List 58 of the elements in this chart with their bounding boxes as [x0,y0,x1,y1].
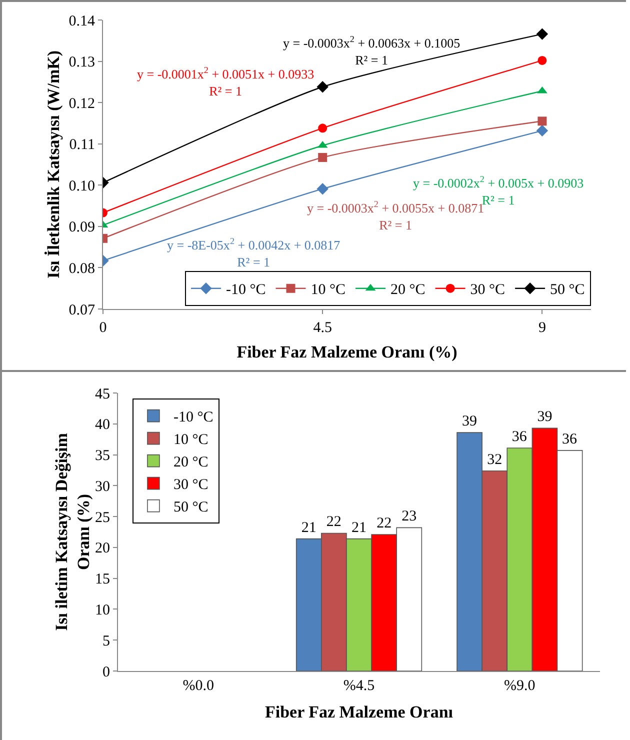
y-tick-label: 0.13 [68,54,95,71]
annotation: y = -8E-05x$^{2}$ + 0.0042x + 0.0817 R² = 1 [167,236,341,270]
legend-label: 30 °C [173,477,208,494]
data-label: 22 [326,514,342,530]
y-tick-label: 15 [95,572,110,588]
point [316,183,328,195]
point [316,81,328,93]
y-tick-label: 0 [102,664,110,680]
annotation: y = -0.0001x$^{2}$ + 0.0051x + 0.0933 R² = 1 [137,65,314,98]
y-tick-label: 20 [95,540,110,557]
annotation: y = -0.0003x$^{2}$ + 0.0063x + 0.1005 R² = 1 [283,34,460,68]
x-tick-label: 4.5 [313,320,332,336]
data-label: 23 [402,508,417,525]
y-tick-label: 40 [95,417,110,434]
point [538,116,547,126]
data-label: 36 [562,431,578,448]
legend-label: 30 °C [470,282,506,298]
y-tick-label: 0.14 [68,13,96,30]
legend-label: -10 °C [226,282,266,298]
data-label: 39 [537,409,552,426]
y-tick-label: 0.09 [68,220,95,236]
legend-label: 50 °C [550,282,585,298]
point [536,124,548,136]
y-tick-label: 0.11 [69,137,95,154]
data-label: 21 [301,520,316,536]
x-tick-label: %0.0 [182,678,214,694]
point [536,28,548,40]
legend-label: -10 °C [173,410,214,426]
legend-label: 20 °C [173,454,208,471]
y-tick-label: 35 [95,448,110,464]
y-tick-label: 10 [95,602,110,618]
x-axis-title: Fiber Faz Malzeme Oranı (%) [236,342,458,362]
point [318,124,328,133]
x-tick-label: %4.5 [343,678,375,694]
y-tick-label: 45 [95,386,110,402]
y-tick-label: 0.08 [68,260,95,277]
y-tick-label: 0.12 [68,96,95,112]
legend-label: 50 °C [173,500,208,516]
y-tick-label: 5 [102,633,110,650]
data-label: 21 [352,520,366,536]
x-axis-title: Fiber Faz Malzeme Oranı [264,702,454,722]
y-tick-label: 0.10 [68,178,95,194]
data-label: 36 [512,428,528,445]
y-axis-title: Isı İletkenlik Katsayısı (W/mK) [44,50,63,279]
point [538,56,547,65]
data-label: 39 [462,414,478,430]
point [318,152,328,162]
x-tick-label: 9 [538,320,546,336]
y-tick-label: 30 [95,478,110,495]
legend-label: 10 °C [173,432,208,448]
y-tick-label: 25 [95,510,110,526]
data-label: 32 [487,452,502,468]
legend-label: 20 °C [390,282,426,298]
y-tick-label: 0.07 [68,302,96,318]
data-label: 22 [376,515,392,532]
y-axis-title: Isı iletim Katsayısı Değişim Oranı (%) [52,433,93,631]
legend-label: 10 °C [310,282,346,298]
x-tick-label: %9.0 [504,678,536,694]
